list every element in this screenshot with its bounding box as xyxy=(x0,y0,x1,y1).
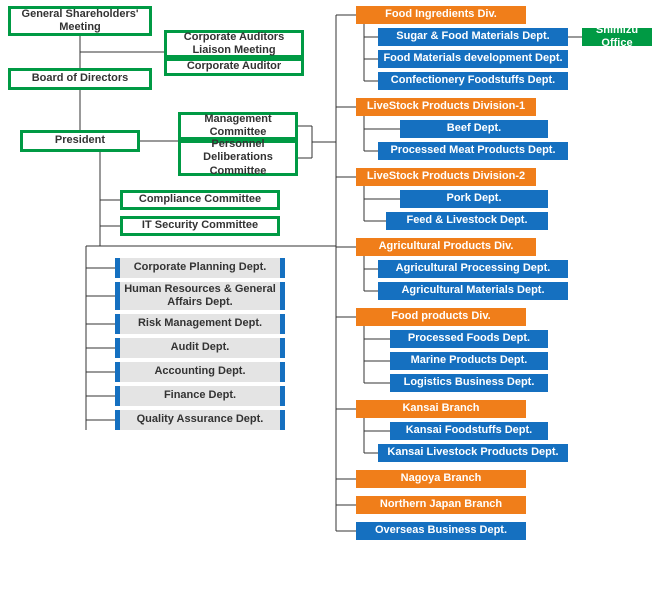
node-food_ing: Food Ingredients Div. xyxy=(356,6,526,24)
node-beef: Beef Dept. xyxy=(400,120,548,138)
node-live2: LiveStock Products Division-2 xyxy=(356,168,536,186)
node-procmeat: Processed Meat Products Dept. xyxy=(378,142,568,160)
node-live1: LiveStock Products Division-1 xyxy=(356,98,536,116)
node-corp_aud: Corporate Auditor xyxy=(164,58,304,76)
node-hrga: Human Resources & General Affairs Dept. xyxy=(115,282,285,310)
node-logistics: Logistics Business Dept. xyxy=(390,374,548,392)
node-sugar: Sugar & Food Materials Dept. xyxy=(378,28,568,46)
node-acct: Accounting Dept. xyxy=(115,362,285,382)
node-gsm: General Shareholders' Meeting xyxy=(8,6,152,36)
node-itsec: IT Security Committee xyxy=(120,216,280,236)
node-shimizu: Shimizu Office xyxy=(582,28,652,46)
node-compliance: Compliance Committee xyxy=(120,190,280,210)
node-agrimat: Agricultural Materials Dept. xyxy=(378,282,568,300)
node-audit: Audit Dept. xyxy=(115,338,285,358)
node-nagoya: Nagoya Branch xyxy=(356,470,526,488)
node-auditors: Corporate Auditors Liaison Meeting xyxy=(164,30,304,58)
node-cpd: Corporate Planning Dept. xyxy=(115,258,285,278)
node-qa: Quality Assurance Dept. xyxy=(115,410,285,430)
connector-lines xyxy=(0,0,656,610)
node-marine: Marine Products Dept. xyxy=(390,352,548,370)
node-pork: Pork Dept. xyxy=(400,190,548,208)
node-board: Board of Directors xyxy=(8,68,152,90)
node-risk: Risk Management Dept. xyxy=(115,314,285,334)
node-kansai: Kansai Branch xyxy=(356,400,526,418)
node-kansai_l: Kansai Livestock Products Dept. xyxy=(378,444,568,462)
node-procfood: Processed Foods Dept. xyxy=(390,330,548,348)
node-feed: Feed & Livestock Dept. xyxy=(386,212,548,230)
node-president: President xyxy=(20,130,140,152)
node-mgmt: Management Committee xyxy=(178,112,298,140)
node-agriproc: Agricultural Processing Dept. xyxy=(378,260,568,278)
node-foodprod: Food products Div. xyxy=(356,308,526,326)
node-overseas: Overseas Business Dept. xyxy=(356,522,526,540)
node-fmdev: Food Materials development Dept. xyxy=(378,50,568,68)
node-kansai_f: Kansai Foodstuffs Dept. xyxy=(390,422,548,440)
node-njapan: Northern Japan Branch xyxy=(356,496,526,514)
node-agri: Agricultural Products Div. xyxy=(356,238,536,256)
node-confect: Confectionery Foodstuffs Dept. xyxy=(378,72,568,90)
node-personnel: Personnel Deliberations Committee xyxy=(178,140,298,176)
node-fin: Finance Dept. xyxy=(115,386,285,406)
